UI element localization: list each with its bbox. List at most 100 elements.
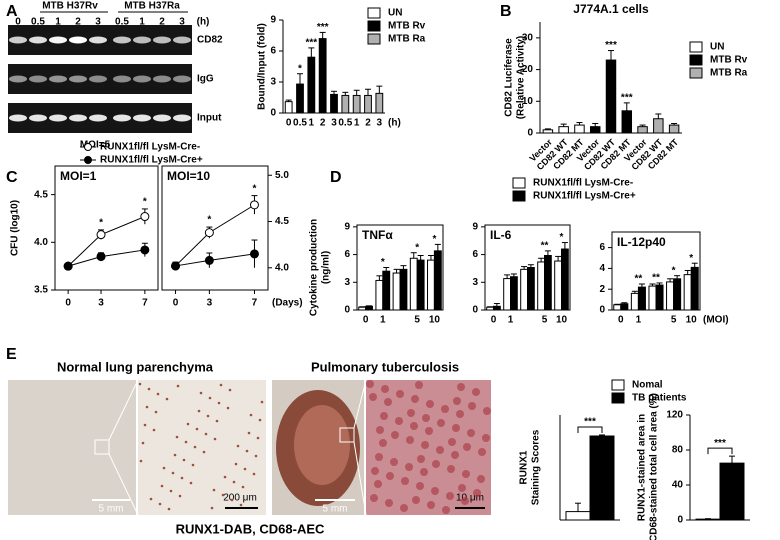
data-point	[249, 249, 259, 259]
cell	[431, 487, 439, 495]
legend-label: MTB Rv	[710, 55, 748, 66]
data-line	[175, 204, 255, 267]
cell	[138, 382, 142, 386]
legend-marker	[84, 156, 92, 164]
y-tick-label: 4.5	[34, 189, 48, 200]
x-tick-label: 5	[542, 315, 548, 326]
gel-band	[69, 114, 87, 122]
chart-title: TNFα	[362, 228, 393, 242]
y-tick-label: 5.0	[275, 170, 289, 181]
cell	[228, 388, 232, 392]
bar	[589, 435, 615, 521]
significance: *	[560, 232, 564, 243]
y-tick-label: 30	[522, 32, 534, 43]
gel-band	[173, 114, 191, 122]
cell	[386, 472, 394, 480]
bar	[352, 94, 361, 114]
lane-label: (h)	[197, 17, 210, 28]
bar	[486, 306, 495, 311]
chart-title: IL-6	[490, 228, 512, 242]
cell	[221, 493, 225, 497]
cell	[139, 459, 143, 463]
bar	[510, 276, 518, 311]
bar	[605, 59, 617, 134]
data-point	[140, 212, 150, 222]
bar	[542, 129, 554, 134]
x-tick-label: 10	[686, 315, 698, 326]
cell	[249, 413, 253, 417]
cell	[191, 463, 195, 467]
significance: *	[432, 234, 436, 245]
gel-band	[113, 114, 131, 122]
significance: ***	[621, 93, 633, 104]
gel-band	[29, 36, 47, 44]
y-tick-label: 4.5	[275, 216, 289, 227]
bar	[375, 279, 384, 311]
cell	[390, 458, 398, 466]
cell	[158, 502, 162, 506]
lane-label: 1	[55, 17, 61, 28]
cell	[256, 436, 260, 440]
y-tick-label: 0	[344, 305, 350, 316]
cell	[147, 387, 151, 391]
cell	[219, 383, 223, 387]
cell	[215, 419, 219, 423]
bar	[695, 518, 721, 521]
significance: *	[381, 257, 385, 268]
bracket	[707, 447, 733, 455]
zoom-line	[353, 441, 367, 516]
cell	[415, 381, 423, 389]
significance: *	[143, 197, 147, 208]
bar	[427, 259, 435, 311]
gel-band	[69, 75, 87, 83]
cell	[152, 428, 156, 432]
cell	[260, 400, 264, 404]
lane-label: 2	[75, 17, 81, 28]
cell	[467, 429, 475, 437]
cell	[243, 467, 247, 471]
cell	[407, 409, 415, 417]
bar	[503, 278, 512, 311]
cell	[374, 480, 382, 488]
data-point	[171, 261, 181, 271]
data-line	[67, 216, 146, 267]
cell	[204, 432, 208, 436]
cell	[156, 392, 160, 396]
cell	[154, 410, 158, 414]
bar	[589, 126, 601, 134]
cell	[226, 406, 230, 410]
data-point	[140, 245, 150, 255]
chart-title: MOI=1	[60, 169, 97, 183]
y-axis-label: RUNX1-stained area in	[637, 414, 648, 521]
legend-label: RUNX1fl/fl LysM-Cre-	[533, 178, 633, 189]
y-tick-label: 9	[270, 15, 276, 26]
gel-band	[153, 114, 171, 122]
cell	[252, 472, 256, 476]
x-tick-label: 0	[618, 315, 624, 326]
y-tick-label: 40	[672, 480, 684, 491]
scale-label: 5 mm	[323, 504, 348, 515]
x-tick-label: 1	[636, 315, 642, 326]
bar	[318, 38, 327, 114]
micrograph	[8, 380, 136, 515]
cell	[384, 398, 392, 406]
x-tick-label: 7	[142, 298, 148, 309]
y-tick-label: 3	[344, 277, 350, 288]
cell	[396, 390, 404, 398]
y-tick-label: 6	[599, 242, 605, 253]
cell	[366, 380, 374, 388]
y-tick-label: 3.5	[34, 285, 48, 296]
cell	[217, 401, 221, 405]
x-tick-label: 1	[380, 315, 386, 326]
cell	[175, 435, 179, 439]
cell	[247, 431, 251, 435]
cell	[420, 468, 428, 476]
bar	[341, 94, 350, 114]
cell	[149, 497, 153, 501]
gel-band	[133, 75, 151, 83]
cell	[141, 441, 145, 445]
cell	[412, 496, 420, 504]
gel-band	[113, 75, 131, 83]
cell	[425, 427, 433, 435]
y-tick-label: 0	[677, 515, 683, 526]
